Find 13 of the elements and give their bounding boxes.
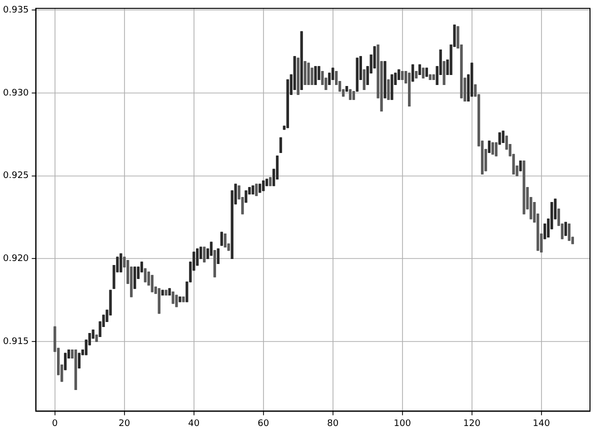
y-tick-label: 0.935 — [3, 5, 29, 16]
y-tick-label: 0.930 — [3, 88, 30, 98]
y-tick-label: 0.925 — [3, 171, 29, 182]
x-tick-label: 60 — [258, 418, 270, 429]
x-tick-label: 120 — [463, 418, 481, 429]
x-tick-label: 20 — [118, 418, 130, 429]
x-tick-label: 140 — [532, 418, 550, 429]
y-tick-label: 0.915 — [3, 336, 29, 347]
x-tick-label: 0 — [52, 418, 58, 429]
x-tick-label: 100 — [394, 418, 412, 429]
x-tick-label: 40 — [188, 418, 200, 429]
y-tick-label: 0.920 — [3, 254, 30, 264]
x-tick-label: 80 — [327, 418, 339, 429]
